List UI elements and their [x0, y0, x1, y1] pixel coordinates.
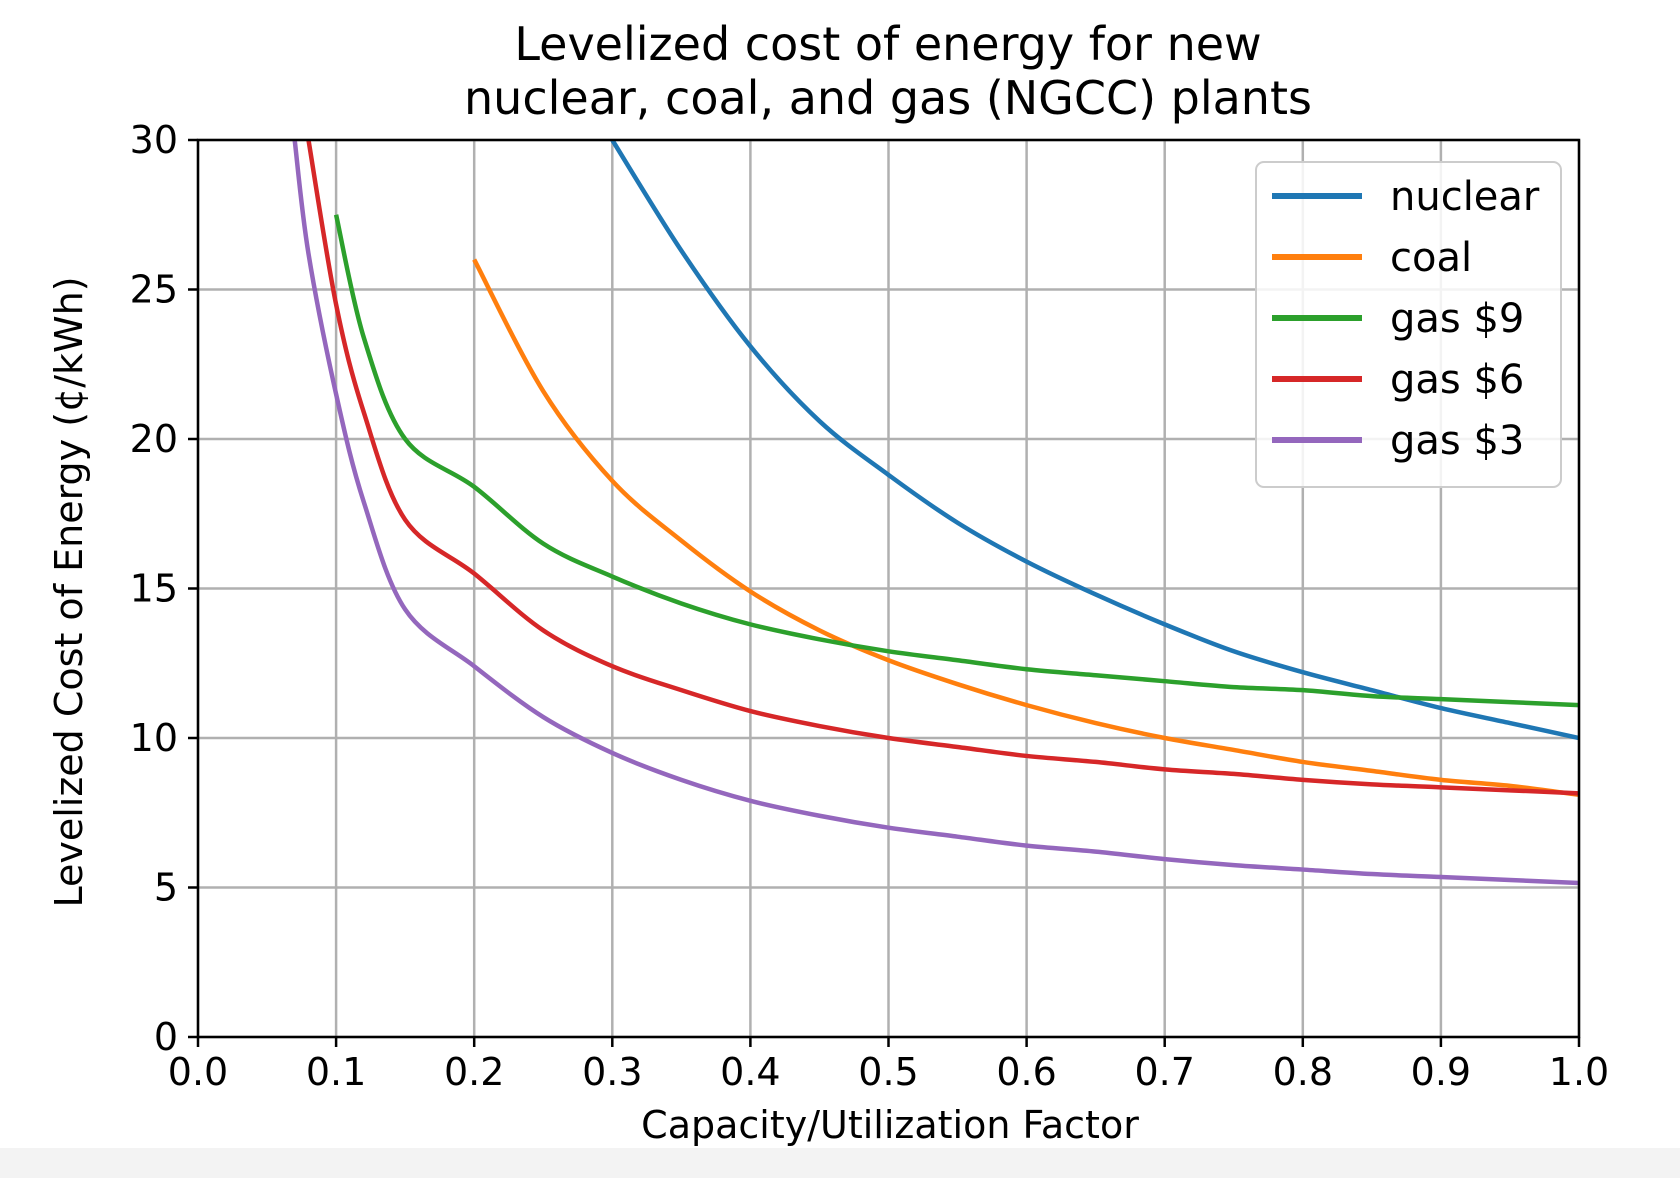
x-tick-label: 0.7 [1134, 1050, 1194, 1094]
legend-label: gas $3 [1390, 418, 1524, 464]
x-tick-label: 0.1 [306, 1050, 366, 1094]
y-tick-label: 10 [130, 716, 178, 760]
y-axis-label: Levelized Cost of Energy (¢/kWh) [47, 276, 91, 907]
series-lines [292, 140, 1579, 886]
y-tick-label: 0 [154, 1015, 178, 1059]
series-line-gas-6 [306, 140, 1579, 796]
x-tick-label: 1.0 [1549, 1050, 1609, 1094]
legend-label: gas $9 [1390, 296, 1524, 342]
chart-title-line-2: nuclear, coal, and gas (NGCC) plants [464, 71, 1312, 125]
legend-label: nuclear [1390, 174, 1540, 220]
x-tick-label: 0.4 [720, 1050, 780, 1094]
y-tick-label: 15 [130, 567, 178, 611]
x-tick-label: 0.6 [996, 1050, 1056, 1094]
legend: nuclear coal gas $9 gas $6 gas $3 [1255, 161, 1562, 488]
x-tick-label: 0.2 [444, 1050, 504, 1094]
axes: 0.0 0.1 0.2 0.3 0.4 0.5 0.6 0.7 0.8 0.9 1.0 0 5 10 15 2… [130, 118, 1610, 1094]
series-line-coal [472, 258, 1579, 798]
chart-title-line-1: Levelized cost of energy for new [514, 17, 1261, 71]
window-bottom-edge [0, 1148, 1680, 1178]
x-tick-label: 0.3 [582, 1050, 642, 1094]
x-tick-label: 0.5 [858, 1050, 918, 1094]
series-line-gas-9 [333, 214, 1579, 708]
x-tick-label: 0.8 [1273, 1050, 1333, 1094]
y-tick-label: 30 [130, 118, 178, 162]
y-tick-label: 20 [130, 417, 178, 461]
legend-label: coal [1390, 235, 1472, 281]
y-tick-label: 25 [130, 268, 178, 312]
plot-frame [196, 138, 1581, 1039]
x-tick-label: 0.0 [168, 1050, 228, 1094]
legend-box [1255, 161, 1562, 488]
x-axis-label: Capacity/Utilization Factor [641, 1103, 1139, 1147]
series-line-gas-3 [292, 140, 1579, 886]
y-tick-label: 5 [154, 866, 178, 910]
x-tick-label: 0.9 [1411, 1050, 1471, 1094]
legend-label: gas $6 [1390, 357, 1524, 403]
